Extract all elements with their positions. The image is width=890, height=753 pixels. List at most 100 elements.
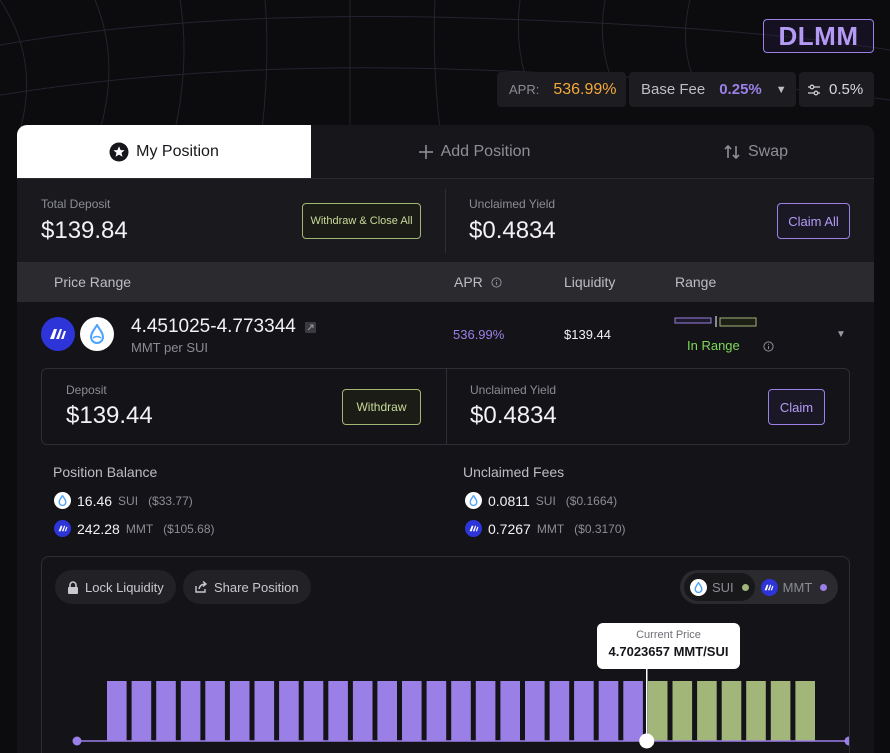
price-range-value: 4.451025-4.773344 xyxy=(131,316,296,337)
slippage-settings-button[interactable]: 0.5% xyxy=(799,72,874,107)
unclaimed-yield-value: $0.4834 xyxy=(469,217,556,244)
fee-token: SUI xyxy=(535,493,556,508)
bin-bar-mmt[interactable] xyxy=(451,681,471,741)
summary-divider xyxy=(445,189,446,253)
claim-button[interactable]: Claim xyxy=(768,389,825,425)
share-position-button[interactable]: Share Position xyxy=(183,570,311,604)
mmt-icon xyxy=(54,520,71,537)
column-price-range: Price Range xyxy=(54,274,132,290)
current-price-label: Current Price xyxy=(636,629,701,641)
mmt-token-icon xyxy=(41,317,75,351)
toggle-sui-option[interactable]: SUI xyxy=(684,573,755,601)
position-balance-mmt: 242.28 MMT ($105.68) xyxy=(54,520,215,537)
current-price-tooltip: Current Price 4.7023657 MMT/SUI xyxy=(597,623,740,669)
bin-bar-mmt[interactable] xyxy=(352,681,373,741)
mmt-icon xyxy=(760,578,778,596)
external-link-icon[interactable] xyxy=(305,322,316,333)
bin-bar-mmt[interactable] xyxy=(426,681,447,741)
mmt-icon xyxy=(465,520,482,537)
info-icon[interactable] xyxy=(763,341,774,352)
base-fee-value: 0.25% xyxy=(719,81,762,98)
position-row[interactable]: 4.451025-4.773344 MMT per SUI 536.99% $1… xyxy=(17,302,874,368)
bin-bar-sui[interactable] xyxy=(770,681,791,741)
liquidity-chart-panel: Lock Liquidity Share Position SUI MMT C xyxy=(41,556,850,753)
bin-bar-mmt[interactable] xyxy=(156,681,176,741)
bin-bar-mmt[interactable] xyxy=(131,681,152,741)
claim-all-button[interactable]: Claim All xyxy=(777,203,850,239)
column-liquidity: Liquidity xyxy=(564,274,616,290)
balance-token: SUI xyxy=(118,493,139,508)
expand-caret-icon[interactable]: ▼ xyxy=(836,329,846,340)
sui-icon xyxy=(54,492,71,509)
star-icon xyxy=(109,142,129,161)
bin-bar-mmt[interactable] xyxy=(525,681,545,741)
fee-amount: 0.0811 xyxy=(488,492,530,509)
bin-bar-mmt[interactable] xyxy=(229,681,250,741)
share-icon xyxy=(195,581,208,593)
bin-bar-mmt[interactable] xyxy=(598,681,619,741)
sui-icon xyxy=(465,492,482,509)
bin-bar-mmt[interactable] xyxy=(328,681,348,741)
total-deposit-label: Total Deposit xyxy=(41,197,111,211)
detail-unclaimed-yield-value: $0.4834 xyxy=(470,402,557,429)
balance-token: MMT xyxy=(125,521,154,536)
token-toggle[interactable]: SUI MMT xyxy=(680,570,838,604)
share-position-label: Share Position xyxy=(214,579,299,595)
withdraw-close-all-button[interactable]: Withdraw & Close All xyxy=(302,203,421,239)
apr-stat-label: APR: xyxy=(509,82,540,97)
bin-bar-mmt[interactable] xyxy=(500,681,520,741)
bin-bar-mmt[interactable] xyxy=(402,681,422,741)
column-apr-label: APR xyxy=(454,274,483,290)
lock-liquidity-button[interactable]: Lock Liquidity xyxy=(55,570,176,604)
liquidity-bins-chart xyxy=(72,669,850,749)
pair-unit: MMT per SUI xyxy=(131,340,209,355)
bin-bar-mmt[interactable] xyxy=(574,681,594,741)
bin-bar-mmt[interactable] xyxy=(549,681,570,741)
withdraw-button[interactable]: Withdraw xyxy=(342,389,421,425)
bin-bar-mmt[interactable] xyxy=(623,681,643,741)
tab-swap[interactable]: Swap xyxy=(637,125,874,178)
tab-add-position[interactable]: Add Position xyxy=(311,125,637,178)
unclaimed-yield-label: Unclaimed Yield xyxy=(469,197,556,211)
range-max-handle[interactable] xyxy=(844,736,850,746)
bin-bar-sui[interactable] xyxy=(721,681,742,741)
bin-bar-sui[interactable] xyxy=(672,681,693,741)
tab-my-position[interactable]: My Position xyxy=(17,125,311,178)
fee-usd: ($0.1664) xyxy=(565,493,618,508)
bin-bar-sui[interactable] xyxy=(647,681,668,741)
toggle-sui-label: SUI xyxy=(712,579,734,595)
bin-bar-mmt[interactable] xyxy=(279,681,299,741)
plus-icon xyxy=(418,144,433,159)
tab-my-position-label: My Position xyxy=(136,142,219,160)
info-icon[interactable] xyxy=(491,277,502,288)
bin-bar-mmt[interactable] xyxy=(303,681,324,741)
mmt-color-dot xyxy=(820,583,828,591)
deposit-label: Deposit xyxy=(66,383,107,397)
lock-icon xyxy=(68,580,78,594)
sui-token-icon xyxy=(80,317,114,351)
bin-bar-mmt[interactable] xyxy=(254,681,275,741)
bin-bar-sui[interactable] xyxy=(746,681,766,741)
current-price-handle[interactable] xyxy=(639,733,655,749)
bin-bar-mmt[interactable] xyxy=(205,681,225,741)
toggle-mmt-option[interactable]: MMT xyxy=(755,573,834,601)
bin-bar-mmt[interactable] xyxy=(475,681,496,741)
total-deposit-value: $139.84 xyxy=(41,217,128,244)
base-fee-dropdown[interactable]: Base Fee 0.25% ▼ xyxy=(629,72,796,107)
bin-bar-sui[interactable] xyxy=(795,681,815,741)
range-min-handle[interactable] xyxy=(72,736,82,746)
apr-stat-value: 536.99% xyxy=(553,80,617,98)
unclaimed-fees-label: Unclaimed Fees xyxy=(463,464,565,480)
bin-bar-mmt[interactable] xyxy=(107,681,127,741)
swap-arrows-icon xyxy=(724,144,740,159)
unclaimed-fee-sui: 0.0811 SUI ($0.1664) xyxy=(465,492,617,509)
position-card: My Position Add Position Swap Total Depo… xyxy=(17,125,874,753)
lock-liquidity-label: Lock Liquidity xyxy=(85,579,164,595)
bin-bar-mmt[interactable] xyxy=(180,681,201,741)
bin-bar-sui[interactable] xyxy=(697,681,717,741)
bin-bar-mmt[interactable] xyxy=(377,681,397,741)
row-apr-value: 536.99% xyxy=(453,327,505,342)
detail-unclaimed-yield-label: Unclaimed Yield xyxy=(470,383,557,397)
balance-amount: 16.46 xyxy=(77,492,113,509)
fee-usd: ($0.3170) xyxy=(574,521,626,536)
